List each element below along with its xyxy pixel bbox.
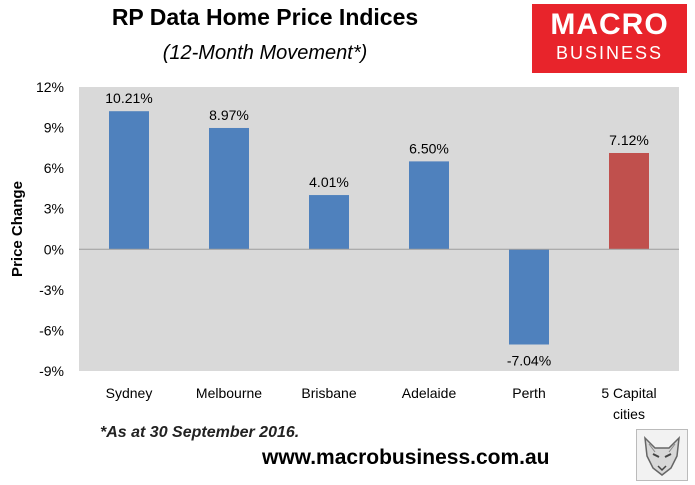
website-url[interactable]: www.macrobusiness.com.au [262,446,550,469]
logo-line-1: MACRO [550,8,669,41]
data-label: 10.21% [105,90,152,106]
y-tick-label: -9% [39,363,64,379]
y-tick-label: 3% [44,201,64,217]
data-label: 6.50% [409,140,449,156]
x-tick-label: Adelaide [402,385,457,401]
plot-area [79,87,679,371]
y-tick-label: -6% [39,322,64,338]
macro-business-logo: MACRO BUSINESS [532,4,687,73]
logo-line-2: BUSINESS [555,43,664,63]
bar [609,152,649,250]
bar [409,161,449,250]
bar [509,249,549,345]
y-tick-label: 6% [44,160,64,176]
footnote: *As at 30 September 2016. [100,424,300,441]
data-label: -7.04% [507,352,551,368]
x-tick-label: 5 Capital [601,385,656,401]
y-tick-label: 0% [44,241,64,257]
data-label: 8.97% [209,107,249,123]
bar [309,195,349,250]
chart-subtitle: (12-Month Movement*) [162,42,368,64]
y-axis-label: Price Change [9,181,26,277]
y-tick-label: -3% [39,282,64,298]
x-tick-label: Melbourne [196,385,262,401]
bar [109,111,149,250]
bar [209,127,249,250]
chart-title: RP Data Home Price Indices [111,4,419,30]
x-tick-label: cities [613,406,645,422]
wolf-head-icon [636,429,688,481]
y-tick-label: 12% [36,79,64,95]
data-label: 4.01% [309,174,349,190]
x-tick-label: Perth [512,385,545,401]
data-label: 7.12% [609,132,649,148]
y-tick-label: 9% [44,120,64,136]
x-tick-label: Brisbane [301,385,356,401]
x-tick-label: Sydney [106,385,153,401]
